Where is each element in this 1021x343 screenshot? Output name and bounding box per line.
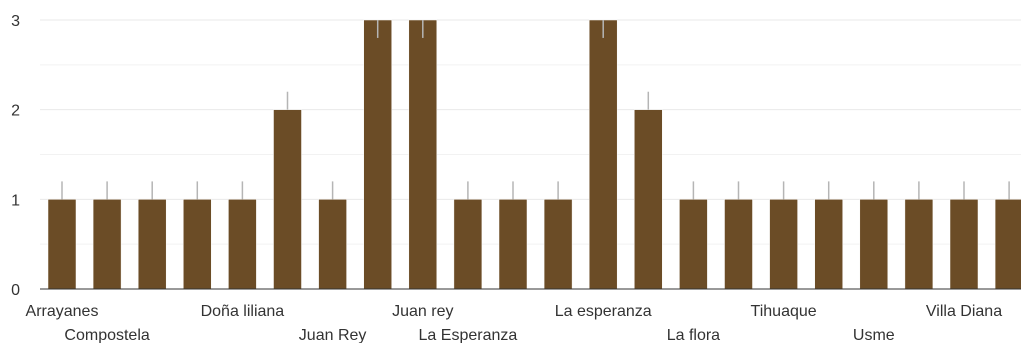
bar bbox=[408, 19, 438, 290]
bar bbox=[273, 109, 302, 290]
bar bbox=[949, 199, 979, 290]
label-layer: 0 1 2 3 Arrayanes Compostela Doña liliana Juan … bbox=[11, 13, 1002, 343]
x-tick-label: La esperanza bbox=[555, 303, 652, 320]
x-tick-label: Compostela bbox=[64, 327, 149, 343]
bar bbox=[183, 199, 212, 290]
x-tick-label: La Esperanza bbox=[419, 327, 518, 343]
bar bbox=[543, 199, 573, 290]
y-tick-label: 0 bbox=[11, 282, 20, 299]
bar bbox=[363, 19, 392, 290]
bar bbox=[498, 199, 528, 290]
x-tick-label: Arrayanes bbox=[26, 303, 99, 320]
bar bbox=[92, 199, 122, 290]
bar bbox=[904, 199, 934, 290]
x-tick-label: Tihuaque bbox=[751, 303, 817, 320]
bar bbox=[634, 109, 663, 290]
x-tick-label: Doña liliana bbox=[201, 303, 285, 320]
y-tick-label: 2 bbox=[11, 103, 20, 120]
error-bar-layer bbox=[61, 20, 1010, 200]
bar bbox=[453, 199, 483, 290]
bar bbox=[994, 199, 1021, 290]
bar-layer bbox=[47, 19, 1021, 290]
bar bbox=[137, 199, 167, 290]
bar bbox=[47, 199, 77, 290]
bar bbox=[679, 199, 708, 290]
bar bbox=[724, 199, 753, 290]
bar bbox=[859, 199, 889, 290]
x-tick-label: La flora bbox=[667, 327, 720, 343]
x-tick-label: Usme bbox=[853, 327, 895, 343]
x-tick-label: Juan rey bbox=[392, 303, 453, 320]
bar bbox=[228, 199, 257, 290]
bar bbox=[814, 199, 843, 290]
bar bbox=[318, 199, 347, 290]
y-tick-label: 3 bbox=[11, 13, 20, 30]
x-tick-label: Juan Rey bbox=[299, 327, 367, 343]
bar bbox=[769, 199, 798, 290]
y-tick-label: 1 bbox=[11, 192, 20, 209]
x-tick-label: Villa Diana bbox=[926, 303, 1002, 320]
bar bbox=[588, 19, 618, 290]
